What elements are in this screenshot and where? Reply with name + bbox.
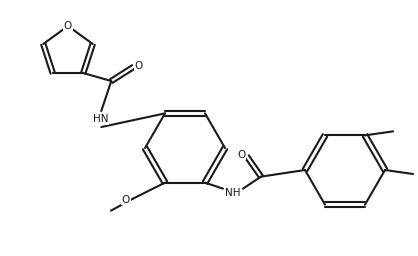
Text: O: O: [122, 195, 130, 205]
Text: O: O: [134, 61, 143, 71]
Text: O: O: [237, 150, 245, 160]
Text: O: O: [64, 21, 72, 31]
Text: NH: NH: [225, 188, 241, 198]
Text: HN: HN: [92, 114, 108, 124]
